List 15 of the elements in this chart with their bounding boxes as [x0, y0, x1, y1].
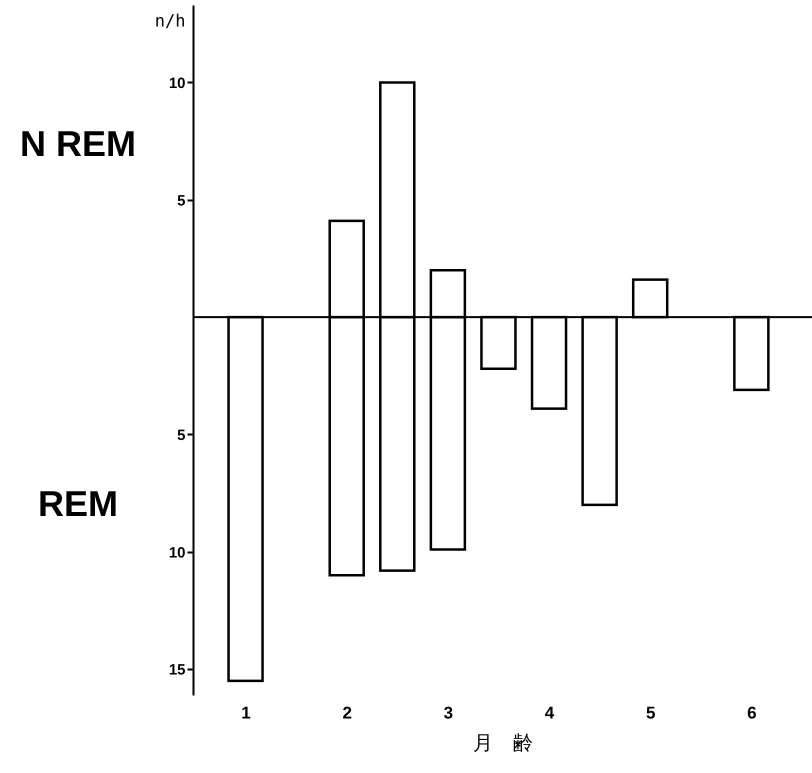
x-axis-title: 月 齢	[473, 730, 533, 754]
text: REM	[38, 483, 118, 524]
x-tick-label: 1	[241, 704, 251, 722]
y-tick-label: 15	[168, 662, 186, 679]
y-tick-label: 5	[177, 426, 186, 444]
x-tick-label: 6	[747, 704, 757, 722]
y-axis-title: n/h	[154, 12, 186, 32]
text: N REM	[20, 123, 136, 164]
x-tick-label: 2	[342, 704, 352, 722]
y-tick-label: 10	[168, 74, 186, 92]
y-tick-label: 10	[168, 544, 186, 562]
y-tick-label: 5	[177, 192, 186, 210]
x-tick-label: 3	[444, 704, 454, 722]
x-tick-label: 5	[646, 704, 656, 722]
x-tick-label: 4	[544, 704, 555, 722]
